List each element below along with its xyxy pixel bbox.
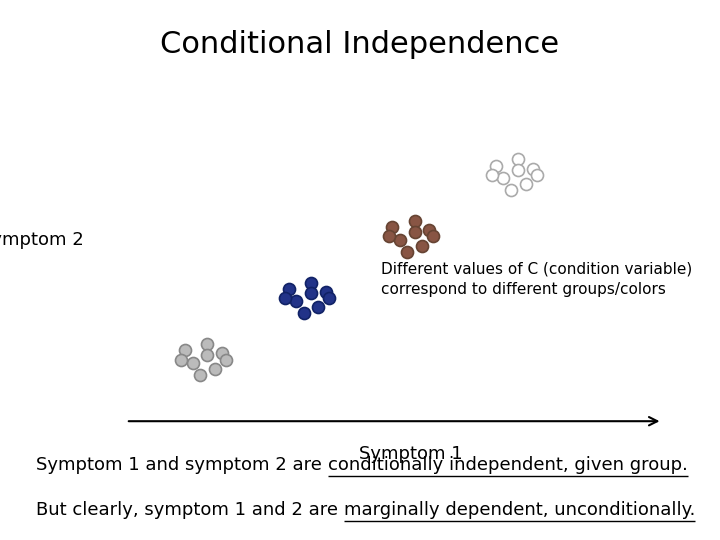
Point [409,227,420,236]
Point [409,217,420,225]
Point [401,247,413,256]
Point [513,166,524,174]
Text: Conditional Independence: Conditional Independence [161,30,559,59]
Point [323,294,335,302]
Point [220,355,232,364]
Point [490,161,502,170]
Text: Different values of C (condition variable)
correspond to different groups/colors: Different values of C (condition variabl… [381,261,693,297]
Text: marginally dependent, unconditionally.: marginally dependent, unconditionally. [343,501,695,519]
Point [427,232,438,241]
Point [383,232,395,241]
Point [312,303,324,312]
Point [290,297,302,306]
Point [320,288,331,296]
Point [176,355,187,364]
Point [531,171,542,179]
Point [179,346,191,355]
Point [216,349,228,358]
Point [394,235,405,244]
Text: Symptom 1: Symptom 1 [359,444,463,463]
Text: conditionally independent, given group.: conditionally independent, given group. [328,456,688,474]
Point [423,226,435,234]
Point [202,350,213,359]
Point [387,223,398,232]
Point [498,174,509,183]
Point [487,171,498,179]
Point [505,186,516,194]
Point [279,294,291,302]
Point [416,241,428,250]
Point [194,370,206,379]
Point [283,285,294,293]
Point [520,180,531,188]
Point [186,359,198,367]
Point [298,309,310,318]
Point [202,340,213,348]
Text: Symptom 1 and symptom 2 are: Symptom 1 and symptom 2 are [36,456,328,474]
Point [305,278,317,287]
Point [513,155,524,164]
Text: But clearly, symptom 1 and 2 are: But clearly, symptom 1 and 2 are [36,501,343,519]
Text: Symptom 2: Symptom 2 [0,231,84,248]
Point [209,364,220,373]
Point [305,289,317,298]
Point [527,164,539,173]
